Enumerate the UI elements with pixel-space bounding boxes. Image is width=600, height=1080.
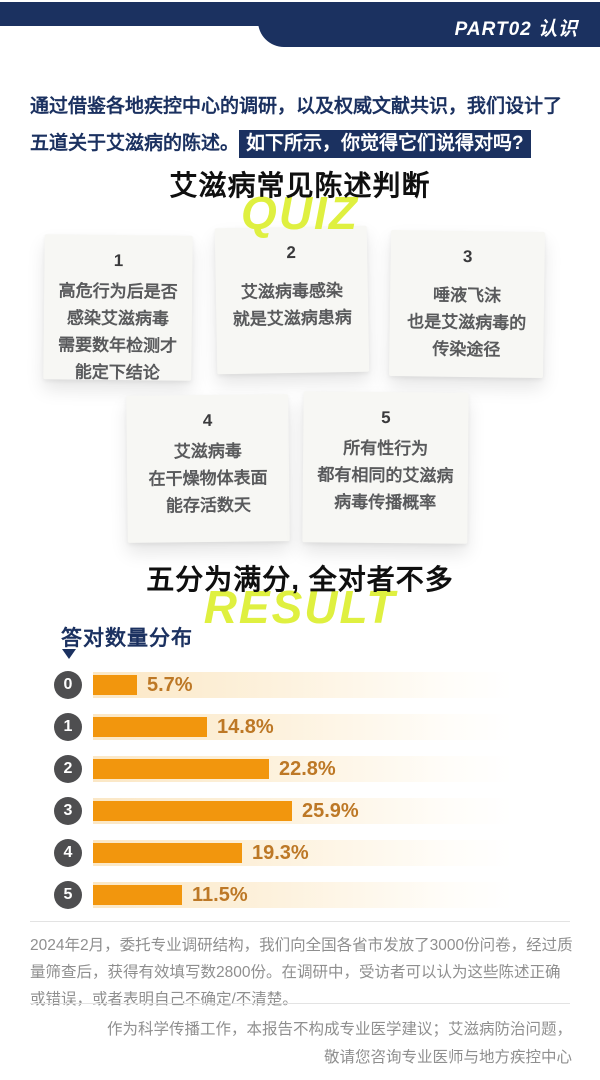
note-number: 1 (113, 250, 124, 271)
sticky-note-1: 1 高危行为后是否 感染艾滋病毒 需要数年检测才 能定下结论 (43, 234, 193, 382)
result-watermark: RESULT (203, 581, 397, 633)
divider-bottom (30, 1003, 570, 1004)
chart-rows: 0 5.7% 1 14.8% 2 22.8% 3 2 (0, 671, 600, 923)
bar-value-label: 22.8% (279, 757, 336, 780)
row-number-badge: 1 (54, 713, 82, 741)
row-number-badge: 3 (54, 797, 82, 825)
chart-row: 0 5.7% (54, 671, 600, 699)
header-extension: PART02 认识 (258, 2, 600, 47)
bar (93, 717, 207, 737)
row-number-badge: 2 (54, 755, 82, 783)
bar-track: 25.9% (93, 798, 513, 824)
sticky-note-4: 4 艾滋病毒 在干燥物体表面 能存活数天 (126, 394, 290, 543)
note-number: 2 (286, 242, 297, 263)
bar-track: 5.7% (93, 672, 513, 698)
bar-track: 22.8% (93, 756, 513, 782)
bar-value-label: 14.8% (217, 715, 274, 738)
bar-track: 11.5% (93, 882, 513, 908)
row-number-badge: 5 (54, 881, 82, 909)
methodology-note: 2024年2月，委托专业调研结构，我们向全国各省市发放了3000份问卷，经过质量… (30, 937, 573, 1008)
row-number-badge: 4 (54, 839, 82, 867)
bar (93, 801, 292, 821)
note-text: 高危行为后是否 感染艾滋病毒 需要数年检测才 能定下结论 (58, 281, 178, 383)
arrow-down-icon (62, 649, 76, 659)
result-title: 五分为满分, 全对者不多 (146, 564, 454, 595)
intro-highlight: 如下所示，你觉得它们说得对吗? (239, 130, 531, 158)
bar (93, 843, 242, 863)
note-text: 艾滋病毒感染 就是艾滋病患病 (232, 281, 352, 329)
bar-track: 14.8% (93, 714, 513, 740)
divider-top (30, 921, 570, 922)
sticky-note-2: 2 艾滋病毒感染 就是艾滋病患病 (214, 225, 370, 375)
part-label: PART02 认识 (454, 19, 578, 40)
sticky-note-5: 5 所有性行为 都有相同的艾滋病 病毒传播概率 (302, 391, 469, 544)
intro-text: 通过借鉴各地疾控中心的调研，以及权威文献共识，我们设计了 五道关于艾滋病的陈述。… (30, 88, 575, 162)
bar-value-label: 19.3% (252, 841, 309, 864)
bar (93, 675, 137, 695)
note-text: 艾滋病毒 在干燥物体表面 能存活数天 (148, 441, 268, 516)
intro-line2-prefix: 五道关于艾滋病的陈述。 (30, 133, 240, 154)
note-number: 3 (462, 246, 473, 267)
note-text: 唾液飞沫 也是艾滋病毒的 传染途径 (407, 285, 527, 360)
chart-row: 2 22.8% (54, 755, 600, 783)
disclaimer-note: 作为科学传播工作，本报告不构成专业医学建议；艾滋病防治问题， 敬请您咨询专业医师… (106, 1021, 572, 1066)
chart-row: 5 11.5% (54, 881, 600, 909)
intro-line1: 通过借鉴各地疾控中心的调研，以及权威文献共识，我们设计了 (30, 96, 563, 117)
quiz-watermark: QUIZ (241, 187, 359, 239)
quiz-section-header: QUIZ 艾滋病常见陈述判断 (0, 164, 600, 239)
note-number: 4 (202, 410, 213, 431)
bar-value-label: 25.9% (302, 799, 359, 822)
quiz-title: 艾滋病常见陈述判断 (169, 170, 431, 201)
bar-track: 19.3% (93, 840, 513, 866)
bar-value-label: 5.7% (147, 673, 193, 696)
row-number-badge: 0 (54, 671, 82, 699)
bar (93, 759, 269, 779)
chart-row: 1 14.8% (54, 713, 600, 741)
chart-row: 3 25.9% (54, 797, 600, 825)
note-number: 5 (381, 407, 391, 428)
sticky-note-3: 3 唾液飞沫 也是艾滋病毒的 传染途径 (388, 229, 546, 379)
chart-row: 4 19.3% (54, 839, 600, 867)
chart-title: 答对数量分布 (61, 627, 193, 650)
bar (93, 885, 182, 905)
note-text: 所有性行为 都有相同的艾滋病 病毒传播概率 (317, 438, 454, 513)
bar-value-label: 11.5% (192, 883, 248, 906)
result-section-header: RESULT 五分为满分, 全对者不多 (0, 558, 600, 633)
